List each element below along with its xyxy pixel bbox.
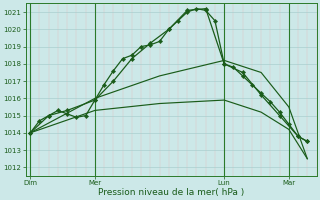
X-axis label: Pression niveau de la mer( hPa ): Pression niveau de la mer( hPa ) <box>98 188 244 197</box>
